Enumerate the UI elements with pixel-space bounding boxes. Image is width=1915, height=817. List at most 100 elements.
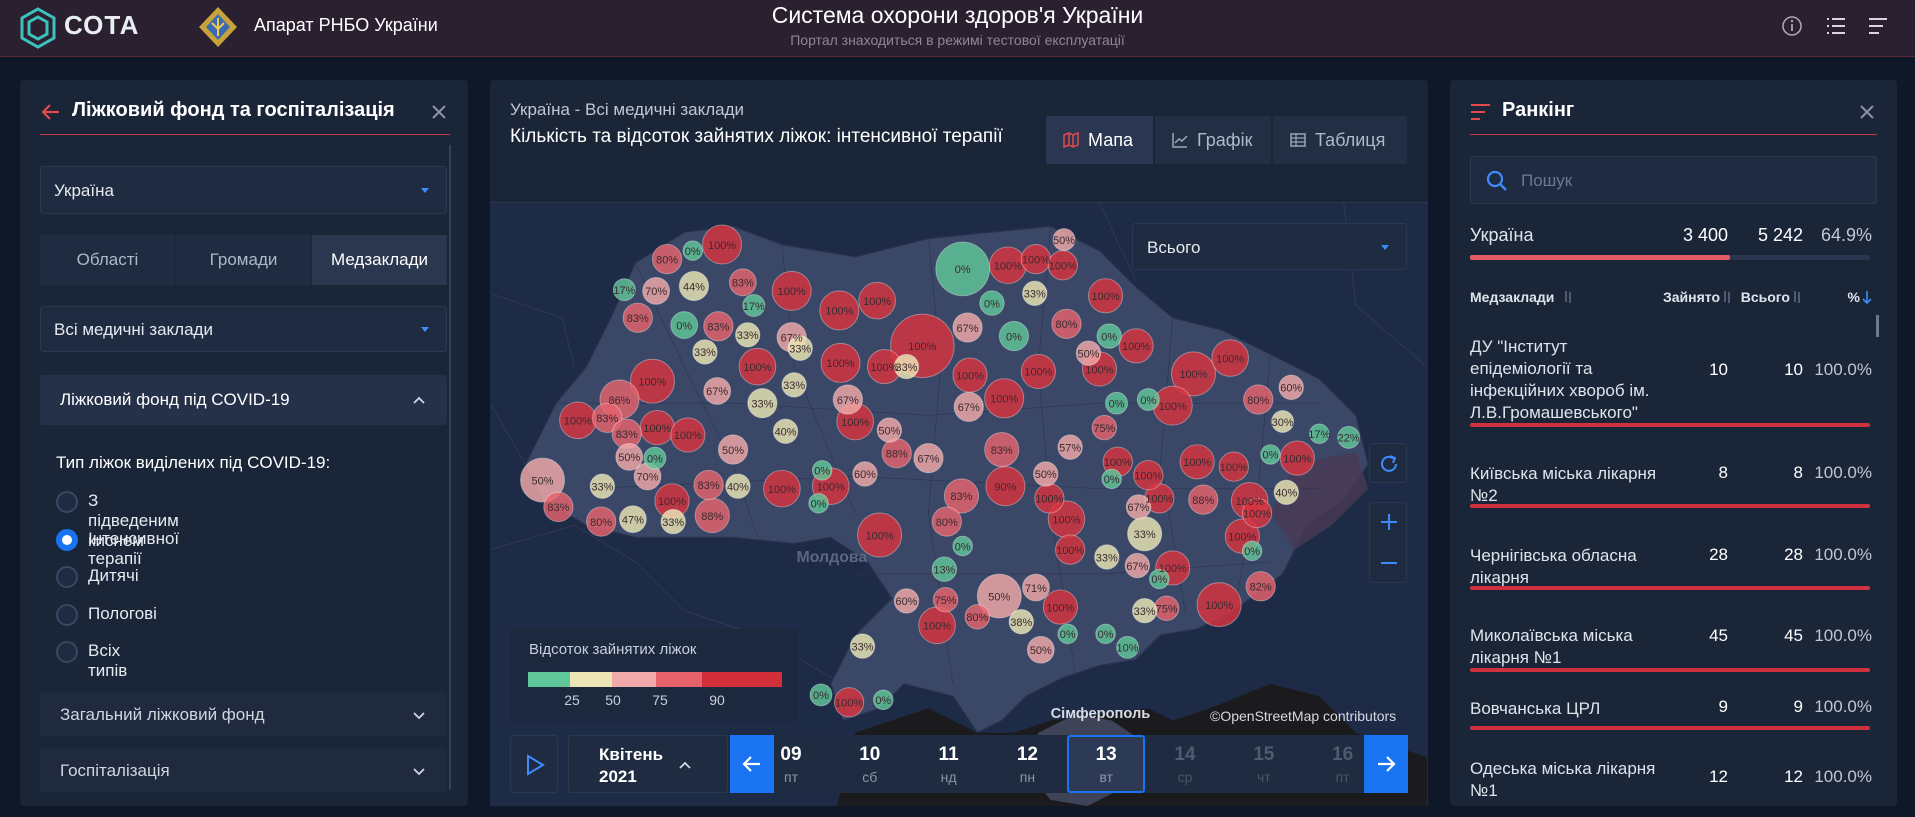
bubble-label: 80% [1055,319,1077,331]
next-day[interactable] [1364,735,1408,793]
radio-label: Дитячі [88,566,139,585]
bubble-label: 83% [616,429,638,441]
radio[interactable] [56,491,78,513]
bubble [1087,278,1124,314]
bubble-label: 47% [622,514,644,526]
section-covid[interactable]: Ліжковий фонд під COVID-19 [40,375,447,425]
bubble-label: 60% [854,469,876,481]
bubble [738,347,777,386]
view-icon [1290,133,1306,147]
bubble-label: 100% [826,358,854,370]
row-bar [1470,504,1870,508]
sort-icon [1565,291,1571,303]
day[interactable]: 13 вт [1067,735,1146,793]
radio[interactable] [56,566,78,588]
facility-name: Вовчанська ЦРЛ [1470,699,1601,718]
legend-tick: 25 [564,692,580,708]
tab[interactable]: Області [40,235,175,285]
bubble [820,342,861,383]
total: 12 [1784,767,1803,786]
bubble-label: 83% [950,491,972,503]
view-button[interactable]: Таблиця [1273,116,1407,164]
prev-day[interactable] [730,735,774,793]
tab[interactable]: Громади [176,235,311,285]
total-beds: 5 242 [1757,225,1803,245]
play-button[interactable] [510,735,558,793]
section-hospitalization[interactable]: Госпіталізація [40,748,447,792]
column-header[interactable]: Зайнято [1662,289,1720,305]
bubble [1171,351,1216,397]
bed-type-label: Тип ліжок виділених під COVID-19: [56,453,331,472]
bubble [1196,582,1242,628]
bubble [1260,444,1281,465]
day[interactable]: 09 пт [774,735,830,793]
bubble-label: 83% [698,480,720,492]
bubble [1245,571,1276,602]
bubble-label: 80% [590,517,612,529]
percent: 100.0% [1814,626,1872,645]
bubble-label: 75% [1156,604,1178,616]
day[interactable]: 11 нд [910,735,988,793]
divider [1470,134,1877,135]
bubble [1243,384,1274,415]
bubble [1118,328,1154,364]
logo-text: СОТА [64,10,140,40]
filter-dropdown[interactable]: Всього [1132,223,1407,270]
bubble [1095,623,1116,645]
tab[interactable]: Медзаклади [312,235,447,285]
region-dropdown[interactable]: Україна [40,166,447,214]
day[interactable]: 12 пн [988,735,1066,793]
bubble-label: 0% [1101,331,1117,343]
bubble [1278,374,1304,401]
legend-tick: 75 [652,692,668,708]
radio[interactable] [56,604,78,626]
bubble [670,311,699,339]
chart-title: Кількість та відсоток зайнятих ліжок: ін… [510,126,1003,147]
day-strip: 09 пт 10 сб 11 нд 12 пн 13 вт 14 ср 15 чт 16 пт [774,735,1364,793]
day[interactable]: 10 сб [831,735,909,793]
search-box[interactable]: Пошук [1470,156,1877,204]
view-button[interactable]: Мапа [1046,116,1153,164]
day[interactable]: 14 ср [1146,735,1224,793]
zoom-out[interactable] [1379,553,1399,573]
back-button[interactable] [40,101,62,123]
total: 45 [1784,626,1803,645]
radio[interactable] [56,529,78,551]
bubble [857,512,903,558]
bubble-label: 40% [727,481,749,493]
reset-button[interactable] [1369,443,1407,483]
view-button[interactable]: Графік [1155,116,1271,164]
close-button[interactable] [430,103,448,121]
month-selector[interactable]: Квітень 2021 [568,735,728,793]
column-header[interactable]: Медзаклади [1470,289,1555,305]
radio[interactable] [56,641,78,663]
close-button[interactable] [1858,103,1876,121]
day[interactable]: 15 чт [1225,735,1303,793]
zoom-in[interactable] [1379,512,1399,532]
facility-dropdown[interactable]: Всі медичні заклади [40,306,447,352]
bubble-label: 40% [1275,488,1297,500]
organization: Апарат РНБО України [254,15,438,35]
bubble [913,442,944,474]
info-button[interactable] [1780,14,1804,38]
bubble-label: 0% [647,453,663,465]
section-general[interactable]: Загальний ліжковий фонд [40,692,447,736]
menu-button[interactable] [1866,14,1890,38]
bubble [984,378,1025,419]
bubble [772,418,799,444]
column-header[interactable]: Всього [1740,289,1790,305]
bubble-label: 100% [835,698,863,710]
list-button[interactable] [1824,14,1848,38]
bubble [651,244,683,275]
bubble [1094,544,1120,570]
bubble [618,505,647,534]
bubble [693,469,724,501]
arrow-left [742,756,760,772]
day[interactable]: 16 пт [1304,735,1364,793]
column-header[interactable]: % [1847,289,1860,305]
bubble-label: 100% [1220,462,1248,474]
bubble-label: 100% [1046,602,1074,614]
month: Квітень [599,745,664,764]
bubble-label: 30% [1272,417,1294,429]
weekday: пт [1335,769,1350,785]
